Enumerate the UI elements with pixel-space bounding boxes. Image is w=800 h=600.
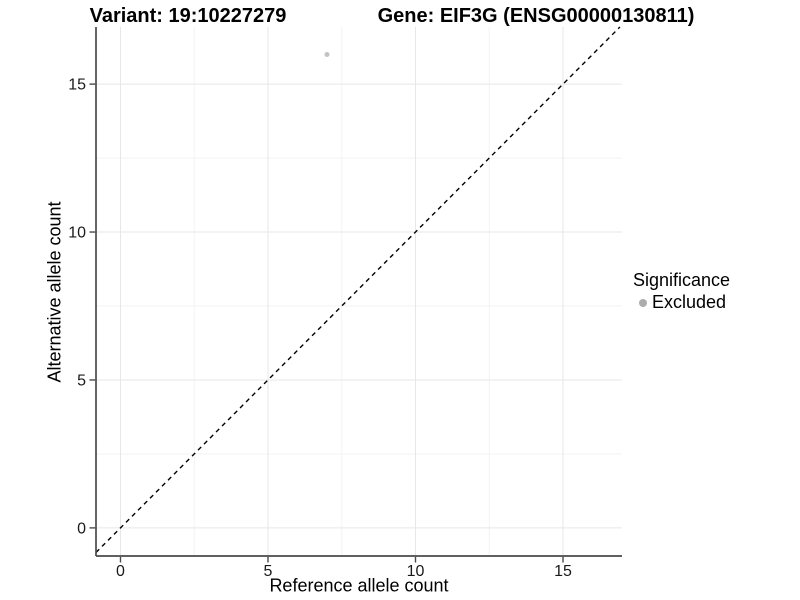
y-axis-title: Alternative allele count (44, 201, 65, 383)
x-tick-label: 0 (116, 563, 125, 580)
y-tick-label: 0 (77, 520, 86, 537)
plot-title-variant: Variant: 19:10227279 (89, 5, 287, 27)
x-tick-label: 10 (407, 563, 425, 580)
legend-item-label: Excluded (652, 292, 727, 312)
legend: Significance Excluded (633, 269, 730, 313)
legend-item-excluded: Excluded (633, 292, 730, 313)
y-tick-label: 10 (68, 225, 86, 242)
x-axis-title: Reference allele count (269, 575, 449, 596)
y-tick-label: 5 (77, 372, 86, 389)
x-tick-label: 15 (554, 563, 572, 580)
x-tick-label: 5 (264, 563, 273, 580)
data-point (324, 52, 330, 58)
legend-point-icon (639, 298, 647, 307)
plot-title-gene: Gene: EIF3G (ENSG00000130811) (377, 5, 695, 27)
y-tick-label: 15 (68, 77, 86, 94)
identity-reference-line (95, 26, 621, 553)
legend-title: Significance (633, 270, 731, 290)
